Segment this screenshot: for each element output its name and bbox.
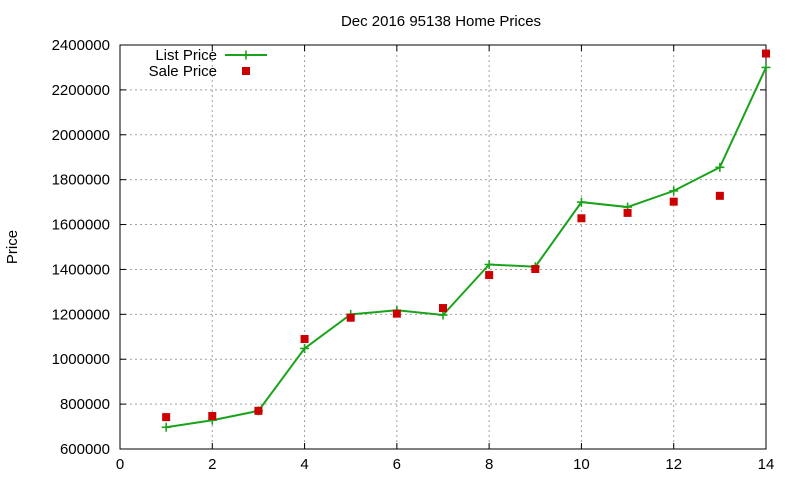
list-price-point — [715, 162, 725, 172]
sale-price-point — [531, 264, 540, 273]
legend-label: List Price — [155, 47, 217, 64]
legend-label: Sale Price — [149, 63, 217, 80]
y-tick-label: 1600000 — [52, 217, 110, 234]
x-tick-label: 8 — [485, 456, 493, 473]
y-tick-label: 2200000 — [52, 82, 110, 99]
plot-frame — [119, 44, 767, 450]
x-tick-label: 0 — [116, 456, 124, 473]
sale-price-point — [715, 191, 724, 200]
sale-price-point — [623, 208, 632, 217]
list-price-point — [576, 197, 586, 207]
x-tick-label: 14 — [758, 456, 775, 473]
y-tick-label: 1400000 — [52, 261, 110, 278]
sale-price-point — [485, 271, 494, 280]
y-tick-label: 2000000 — [52, 127, 110, 144]
y-tick-label: 800000 — [60, 396, 110, 413]
series-sale-price — [162, 49, 770, 422]
sale-price-point — [439, 304, 447, 313]
sale-price-point — [669, 197, 678, 206]
sale-price-point — [300, 335, 309, 344]
sale-price-point — [208, 412, 217, 421]
sale-price-point — [254, 406, 263, 415]
y-tick-label: 600000 — [60, 441, 110, 458]
list-price-point — [484, 260, 494, 270]
y-tick-label: 1000000 — [52, 351, 110, 368]
sale-price-point — [392, 309, 401, 318]
x-tick-label: 10 — [573, 456, 590, 473]
list-price-line — [165, 67, 767, 429]
series — [161, 49, 771, 432]
legend-cross-swatch — [241, 50, 251, 60]
y-tick-label: 1200000 — [52, 306, 110, 323]
sale-price-point — [762, 49, 770, 58]
x-tick-label: 4 — [300, 456, 308, 473]
sale-price-point — [162, 413, 171, 422]
list-price-point — [669, 186, 679, 196]
x-tick-label: 12 — [665, 456, 682, 473]
list-price-point — [161, 422, 171, 432]
x-tick-label: 6 — [393, 456, 401, 473]
y-tick-label: 2400000 — [52, 37, 110, 54]
grid — [120, 45, 766, 449]
list-price-point — [300, 343, 310, 353]
sale-price-point — [577, 214, 586, 223]
axis-ticks: 0 2 4 6 8 10 12 14 600000 800000 1000000 1200000 140… — [52, 37, 775, 473]
y-tick-label: 1800000 — [52, 172, 110, 189]
sale-price-point — [346, 313, 355, 322]
list-price-point — [761, 62, 771, 72]
x-tick-label: 2 — [208, 456, 216, 473]
y-axis-label: Price — [4, 230, 21, 264]
legend-square-swatch — [242, 67, 250, 75]
chart-title: Dec 2016 95138 Home Prices — [341, 13, 541, 30]
